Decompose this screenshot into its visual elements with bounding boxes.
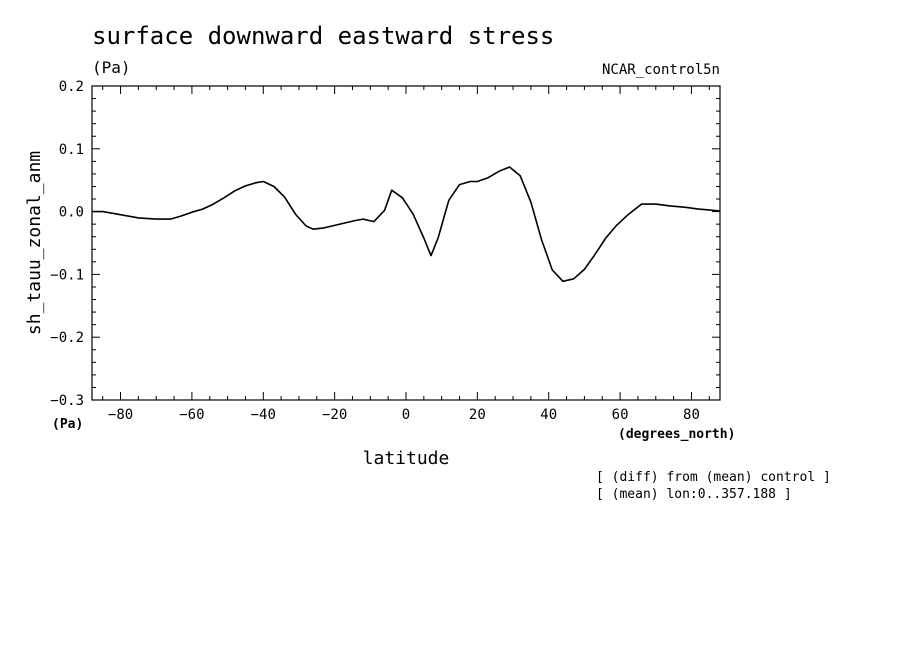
x-axis-ticks: −80 −60 −40 −20 0 20 40 60 80: [102, 86, 710, 423]
y-tick-label: 0.1: [59, 142, 84, 158]
dataset-label: NCAR_control5n: [601, 62, 720, 78]
y-tick-label: −0.3: [50, 393, 84, 409]
x-tick-label: −40: [251, 407, 276, 423]
series-line: [92, 166, 721, 283]
note-mean: [ (mean) lon:0..357.188 ]: [596, 487, 792, 502]
y-tick-label: 0.0: [59, 205, 84, 221]
y-axis-ticks: 0.2 0.1 0.0 −0.1 −0.2 −0.3: [50, 79, 720, 409]
x-axis-title: latitude: [363, 448, 450, 469]
x-units-label: (degrees_north): [618, 427, 735, 442]
y-tick-label: −0.1: [50, 267, 84, 283]
x-tick-label: 60: [612, 407, 629, 423]
note-diff: [ (diff) from (mean) control ]: [596, 470, 831, 485]
title-units-label: (Pa): [92, 58, 131, 77]
y-tick-label: −0.2: [50, 330, 84, 346]
y-axis-title: sh_tauu_zonal_anm: [24, 151, 45, 335]
x-tick-label: −20: [322, 407, 347, 423]
x-tick-label: −60: [179, 407, 204, 423]
x-tick-label: −80: [108, 407, 133, 423]
chart-title: surface downward eastward stress: [92, 22, 555, 50]
x-tick-label: 80: [683, 407, 700, 423]
y-units-label: (Pa): [52, 417, 83, 432]
x-tick-label: 0: [402, 407, 410, 423]
x-tick-label: 20: [469, 407, 486, 423]
y-tick-label: 0.2: [59, 79, 84, 95]
plot-frame: [91, 85, 721, 401]
x-tick-label: 40: [540, 407, 557, 423]
